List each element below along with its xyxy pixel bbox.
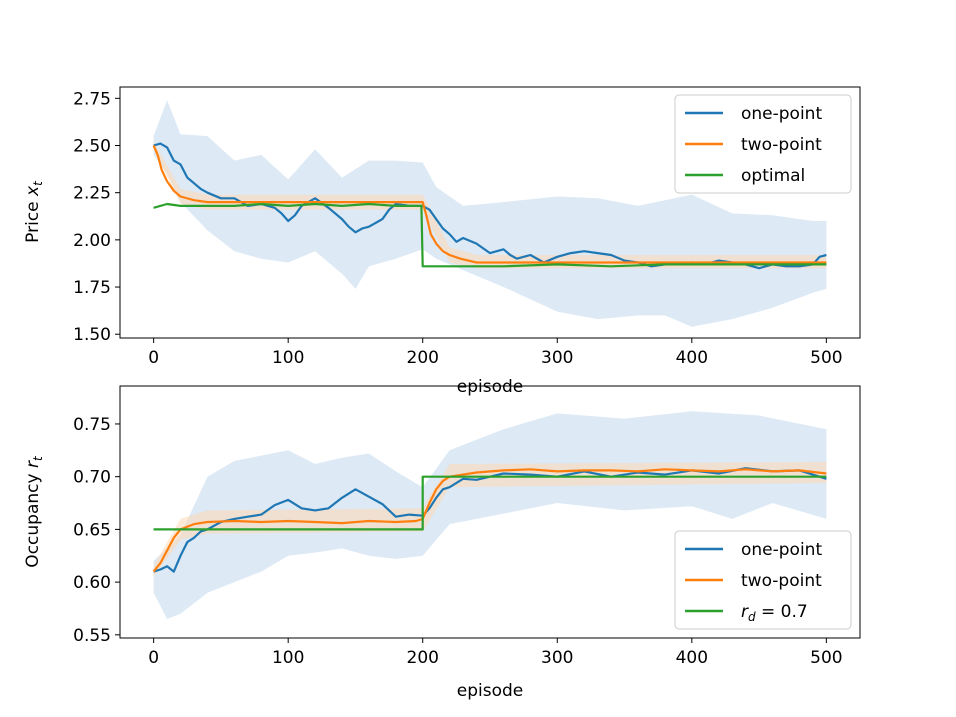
occupancy-xtick-label: 400 [676, 648, 708, 668]
occupancy-ytick-label: 0.60 [73, 573, 111, 593]
occupancy-two-line [152, 468, 827, 573]
price-xlabel: episode [457, 377, 523, 397]
occupancy-chart: 0 100 200 300 400 500 0.55 0.60 0.65 0.70 0.75 epis… [23, 385, 861, 701]
price-xtick-label: 400 [676, 348, 708, 368]
occupancy-legend-label-one: one-point [741, 540, 822, 560]
price-xtick-label: 200 [407, 348, 439, 368]
price-ytick-label: 2.25 [73, 184, 111, 204]
price-ylabel: Price xt [23, 180, 45, 243]
occupancy-ylabel: Occupancy rt [23, 455, 45, 568]
price-xtick-label: 300 [541, 348, 573, 368]
occupancy-legend: one-point two-point rd = 0.7 [674, 530, 852, 630]
occupancy-two-band [153, 461, 827, 577]
occupancy-xtick-label: 0 [148, 648, 159, 668]
occupancy-ytick-label: 0.70 [73, 468, 111, 488]
occupancy-xtick-label: 300 [541, 648, 573, 668]
occupancy-legend-label-opt: rd = 0.7 [741, 602, 808, 624]
occupancy-one-line [153, 467, 827, 573]
price-ytick-label: 2.50 [73, 137, 111, 157]
occupancy-plot-area [152, 411, 827, 619]
occupancy-ytick-label: 0.65 [73, 520, 111, 540]
price-two-line [152, 145, 827, 264]
occupancy-axes-frame [119, 385, 861, 639]
occupancy-xtick-label: 500 [810, 648, 842, 668]
price-ytick-label: 2.75 [73, 89, 111, 109]
occupancy-xtick-label: 200 [407, 648, 439, 668]
price-legend: one-point two-point optimal [674, 94, 852, 194]
price-plot-area [152, 100, 827, 327]
occupancy-xtick-label: 100 [272, 648, 304, 668]
price-opt-line [153, 202, 827, 268]
occupancy-opt-line [153, 475, 827, 531]
price-xtick-label: 500 [810, 348, 842, 368]
price-legend-label-opt: optimal [741, 166, 805, 186]
occupancy-legend-label-two: two-point [741, 571, 822, 591]
price-one-band [153, 100, 827, 327]
price-ytick-label: 1.75 [73, 278, 111, 298]
occupancy-ytick-label: 0.55 [73, 626, 111, 646]
price-axes-frame [119, 86, 861, 339]
occupancy-ytick-label: 0.75 [73, 415, 111, 435]
price-chart: 0 100 200 300 400 500 1.50 1.75 2.00 2.25 2.50 2.75… [23, 86, 861, 397]
price-ytick-label: 1.50 [73, 325, 111, 345]
price-xtick-label: 100 [272, 348, 304, 368]
price-ytick-label: 2.00 [73, 231, 111, 251]
price-legend-label-one: one-point [741, 104, 822, 124]
price-legend-label-two: two-point [741, 135, 822, 155]
price-xtick-label: 0 [148, 348, 159, 368]
occupancy-xlabel: episode [457, 681, 523, 701]
